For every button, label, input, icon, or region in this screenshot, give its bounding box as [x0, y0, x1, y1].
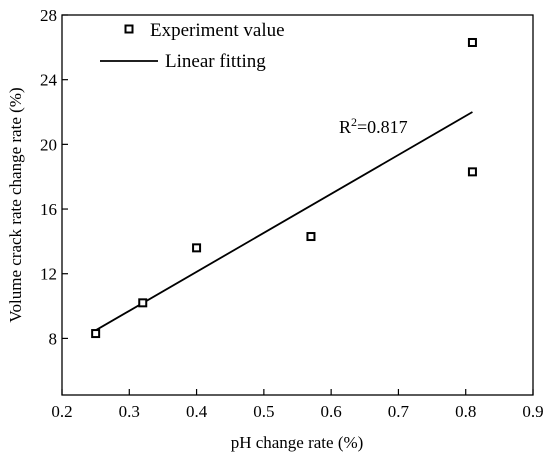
y-axis-ticks: 8 12 16 20 24 28 — [40, 6, 68, 348]
x-tick-label: 0.4 — [186, 402, 208, 421]
data-points-layer — [91, 37, 477, 339]
x-tick-label: 0.5 — [253, 402, 274, 421]
r-squared-base: R — [339, 117, 351, 137]
x-tick-label: 0.8 — [455, 402, 476, 421]
data-point-square — [91, 329, 101, 339]
data-point-square — [467, 37, 477, 47]
legend-label-experiment: Experiment value — [150, 20, 285, 41]
data-point-square — [306, 232, 316, 242]
y-tick-label: 28 — [40, 6, 57, 25]
linear-fit-line — [95, 111, 473, 332]
plot-frame — [61, 14, 534, 396]
y-tick-label: 8 — [49, 329, 58, 348]
x-tick-label: 0.7 — [388, 402, 410, 421]
legend-marker-square — [124, 24, 134, 34]
y-tick-label: 16 — [40, 200, 57, 219]
r-squared-superscript: 2 — [351, 115, 357, 129]
data-point-square — [138, 298, 148, 308]
x-tick-label: 0.2 — [51, 402, 72, 421]
x-axis-ticks: 0.2 0.3 0.4 0.5 0.6 0.7 0.8 0.9 — [51, 389, 544, 421]
x-tick-label: 0.3 — [119, 402, 140, 421]
y-axis-title: Volume crack rate change rate (%) — [6, 87, 25, 322]
r-squared-annotation: R2=0.817 — [339, 115, 408, 137]
x-tick-label: 0.6 — [321, 402, 342, 421]
r-squared-value: =0.817 — [357, 117, 408, 137]
y-tick-label: 20 — [40, 135, 57, 154]
fit-line-layer — [95, 111, 473, 332]
y-tick-label: 12 — [40, 265, 57, 284]
legend-label-fit: Linear fitting — [165, 51, 266, 72]
legend: Experiment value Linear fitting — [100, 20, 285, 72]
x-tick-label: 0.9 — [522, 402, 543, 421]
x-axis-title: pH change rate (%) — [231, 433, 364, 452]
y-tick-label: 24 — [40, 71, 58, 90]
data-point-square — [192, 243, 202, 253]
data-point-square — [467, 167, 477, 177]
